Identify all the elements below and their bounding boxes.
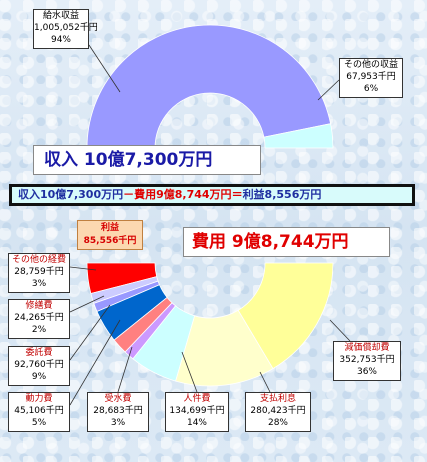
revenue-half-donut xyxy=(86,24,334,149)
formula-minus: － xyxy=(123,188,135,201)
slice-label-percent: 9% xyxy=(31,372,47,382)
slice-label-value: 352,753千円 xyxy=(339,355,395,365)
slice-label-percent: 5% xyxy=(31,418,47,428)
leader-line-5 xyxy=(69,319,121,406)
slice-label-name: 動力費 xyxy=(25,394,53,404)
slice-label-percent: 3% xyxy=(31,279,47,289)
cost-half-donut xyxy=(86,262,334,387)
slice-label-value: 280,423千円 xyxy=(250,406,306,416)
slice-label-name: 委託費 xyxy=(25,348,53,358)
revenue-slice-1 xyxy=(263,123,334,149)
leader-line-0 xyxy=(88,44,121,93)
slice-label-percent: 14% xyxy=(186,418,207,428)
leader-line-9 xyxy=(329,319,351,342)
slice-label-value: 28,683千円 xyxy=(93,406,143,416)
slice-label-name: 利益 xyxy=(100,223,119,233)
slice-label-percent: 2% xyxy=(31,325,47,335)
slice-label-name: その他の経費 xyxy=(11,255,66,265)
callout-jusuihi: 受水費 28,683千円 3% xyxy=(87,392,149,432)
slice-label-percent: 3% xyxy=(110,418,126,428)
slice-label-percent: 28% xyxy=(267,418,288,428)
slice-label-value: 28,759千円 xyxy=(14,267,64,277)
slice-label-name: 修繕費 xyxy=(25,301,53,311)
leader-line-1 xyxy=(317,79,340,101)
slice-label-value: 92,760千円 xyxy=(14,360,64,370)
revenue-total-title: 収入 10億7,300万円 xyxy=(33,145,261,175)
formula-equals: ＝ xyxy=(231,188,243,201)
callout-genka-shokyakuhi: 減価償却費 352,753千円 36% xyxy=(333,341,401,381)
callout-rieki: 利益 85,556千円 xyxy=(77,220,143,250)
leader-line-7 xyxy=(181,351,198,393)
slice-label-value: 85,556千円 xyxy=(83,236,137,246)
formula-cost: 費用9億8,744万円 xyxy=(134,188,232,201)
slice-label-percent: 94% xyxy=(50,35,71,45)
leader-line-4 xyxy=(69,304,111,361)
leader-line-3 xyxy=(69,295,105,313)
callout-douryokuhi: 動力費 45,106千円 5% xyxy=(8,392,70,432)
slice-label-percent: 36% xyxy=(356,367,377,377)
callout-jinkenhi: 人件費 134,699千円 14% xyxy=(165,392,229,432)
slice-label-percent: 6% xyxy=(363,84,379,94)
slice-label-value: 24,265千円 xyxy=(14,313,64,323)
callout-sonota-shueki: その他の収益 67,953千円 6% xyxy=(339,58,403,98)
profit-formula-banner: 収入10億7,300万円－費用9億8,744万円＝利益8,556万円 xyxy=(9,184,415,206)
slice-label-value: 1,005,052千円 xyxy=(34,23,98,33)
leader-line-6 xyxy=(117,346,133,393)
revenue-slice-0 xyxy=(86,24,332,149)
callout-kyusui-shueki: 給水収益 1,005,052千円 94% xyxy=(33,9,98,49)
slice-label-name: 人件費 xyxy=(183,394,211,404)
slice-label-name: 支払利息 xyxy=(259,394,296,404)
leader-lines xyxy=(69,44,351,406)
slice-label-name: 減価償却費 xyxy=(344,343,390,353)
slice-label-name: 受水費 xyxy=(104,394,132,404)
formula-revenue: 収入10億7,300万円 xyxy=(18,188,124,201)
slice-label-value: 45,106千円 xyxy=(14,406,64,416)
slice-label-value: 67,953千円 xyxy=(346,72,396,82)
callout-shiharai-risoku: 支払利息 280,423千円 28% xyxy=(245,392,311,432)
leader-line-8 xyxy=(259,371,271,393)
slice-label-name: その他の収益 xyxy=(343,60,398,70)
leader-line-2 xyxy=(69,266,97,271)
callout-shuzenhi: 修繕費 24,265千円 2% xyxy=(8,299,70,339)
slice-label-name: 給水収益 xyxy=(42,11,79,21)
slice-label-value: 134,699千円 xyxy=(169,406,225,416)
cost-slice-8 xyxy=(237,262,334,370)
callout-itakuhi: 委託費 92,760千円 9% xyxy=(8,346,70,386)
cost-total-title: 費用 9億8,744万円 xyxy=(183,227,390,257)
callout-sonota-keihi: その他の経費 28,759千円 3% xyxy=(8,253,70,293)
formula-profit: 利益8,556万円 xyxy=(242,188,322,201)
